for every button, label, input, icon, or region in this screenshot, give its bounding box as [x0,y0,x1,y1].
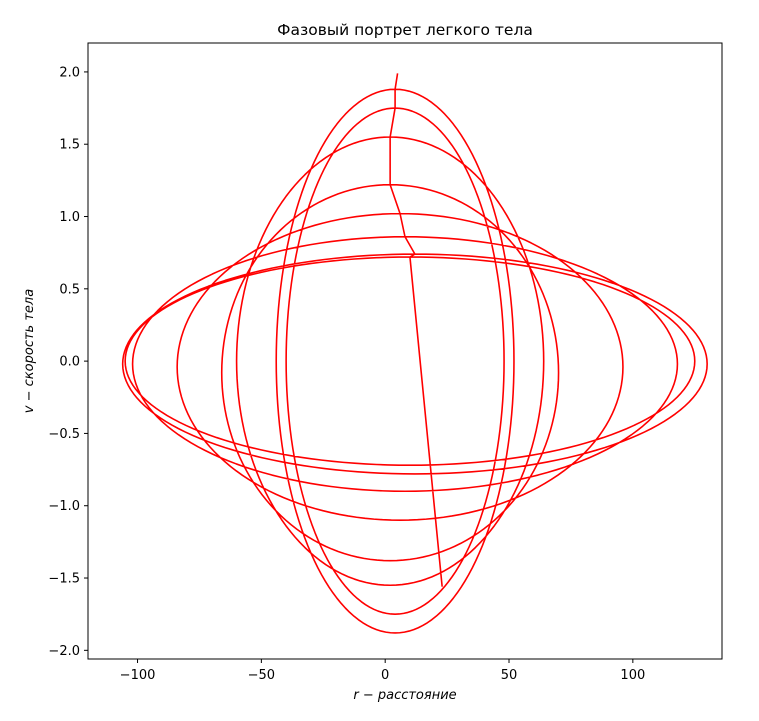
y-axis: −2.0 −1.5 −1.0 −0.5 0.0 0.5 1.0 1.5 2.0 [48,65,88,659]
x-tick-label: −50 [248,668,275,683]
y-tick-label: −1.0 [48,499,80,514]
trajectory-line [121,73,708,634]
y-tick-label: 0.5 [59,282,80,297]
y-tick-label: 1.5 [59,138,80,153]
y-tick-label: −0.5 [48,427,80,442]
x-tick-label: 0 [381,668,389,683]
x-axis: −100 −50 0 50 100 [120,659,645,683]
y-tick-label: 0.0 [59,355,80,370]
y-tick-label: 1.0 [59,210,80,225]
y-tick-label: −1.5 [48,572,80,587]
axes-frame [87,42,723,660]
series-layer [121,73,708,634]
y-axis-label: v − скорость тела [22,289,37,413]
y-tick-label: 2.0 [59,65,80,80]
x-axis-label: r − расстояние [353,688,456,703]
y-tick-label: −2.0 [48,644,80,659]
x-tick-label: 50 [501,668,518,683]
chart-title: Фазовый портрет легкого тела [277,21,533,39]
x-tick-label: 100 [620,668,645,683]
x-tick-label: −100 [120,668,156,683]
